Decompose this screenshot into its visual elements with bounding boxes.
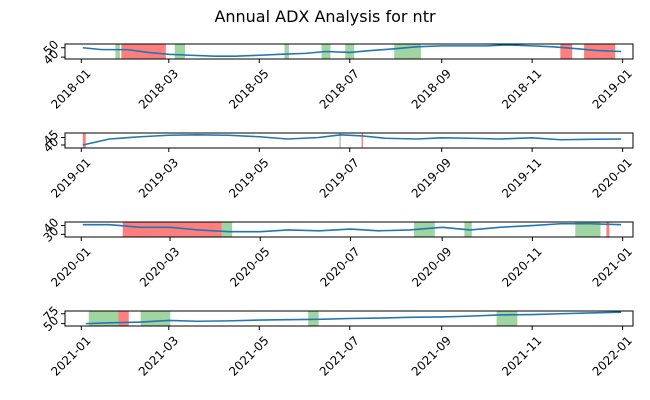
x-tick-label-2019-11: 2019-11 bbox=[499, 155, 544, 200]
bullish-band-2 bbox=[339, 133, 341, 148]
bearish-band-1 bbox=[82, 133, 86, 148]
x-tick-label-2021-11: 2021-11 bbox=[499, 333, 544, 378]
x-tick-label-2021-01: 2021-01 bbox=[48, 333, 93, 378]
x-tick-label-2018-07: 2018-07 bbox=[317, 66, 362, 111]
x-tick-label-2018-11: 2018-11 bbox=[499, 66, 544, 111]
x-tick-label-2019-05: 2019-05 bbox=[226, 155, 271, 200]
bullish-band-4 bbox=[284, 44, 289, 59]
x-tick-label-2019-09: 2019-09 bbox=[409, 155, 454, 200]
bullish-band-3 bbox=[140, 311, 171, 326]
x-tick-label-2021-03: 2021-03 bbox=[136, 333, 181, 378]
x-tick-label-2020-05: 2020-05 bbox=[227, 244, 272, 289]
bearish-band-1 bbox=[122, 222, 222, 237]
x-tick-label-2018-05: 2018-05 bbox=[226, 66, 271, 111]
x-tick-label-2021-05: 2021-05 bbox=[226, 333, 271, 378]
x-tick-label-2020-01: 2020-01 bbox=[590, 155, 635, 200]
axes-frame-2021 bbox=[64, 310, 634, 327]
bullish-band-4 bbox=[308, 311, 319, 326]
bullish-band-3 bbox=[174, 44, 186, 59]
bearish-band-9 bbox=[584, 44, 616, 59]
x-tick-label-2018-01: 2018-01 bbox=[48, 66, 93, 111]
bearish-band-2 bbox=[118, 311, 129, 326]
x-tick-label-2019-07: 2019-07 bbox=[317, 155, 362, 200]
x-tick-label-2021-07: 2021-07 bbox=[317, 333, 362, 378]
bearish-band-6 bbox=[606, 222, 610, 237]
bearish-band-8 bbox=[560, 44, 573, 59]
x-tick-label-2019-03: 2019-03 bbox=[136, 155, 181, 200]
chart-title: Annual ADX Analysis for ntr bbox=[214, 7, 436, 26]
x-tick-label-2021-09: 2021-09 bbox=[409, 333, 454, 378]
bullish-band-6 bbox=[345, 44, 355, 59]
bullish-band-1 bbox=[115, 44, 120, 59]
x-tick-label-2020-09: 2020-09 bbox=[409, 244, 454, 289]
axes-frame-2018 bbox=[64, 43, 634, 60]
axes-frame-2020 bbox=[64, 221, 634, 238]
x-tick-label-2020-11: 2020-11 bbox=[499, 244, 544, 289]
x-tick-label-2019-01: 2019-01 bbox=[590, 66, 635, 111]
bullish-band-5 bbox=[496, 311, 518, 326]
adx-line-2021 bbox=[85, 311, 622, 325]
x-tick-label-2018-09: 2018-09 bbox=[409, 66, 454, 111]
x-tick-label-2019-01: 2019-01 bbox=[48, 155, 93, 200]
bullish-band-5 bbox=[575, 222, 601, 237]
axes-frame-2019 bbox=[64, 132, 634, 149]
adx-line-2020 bbox=[82, 222, 622, 233]
adx-line-2018 bbox=[82, 44, 622, 57]
bearish-band-3 bbox=[361, 133, 364, 148]
x-tick-label-2020-01: 2020-01 bbox=[48, 244, 93, 289]
x-tick-label-2018-03: 2018-03 bbox=[136, 66, 181, 111]
x-tick-label-2021-01: 2021-01 bbox=[590, 244, 635, 289]
bullish-band-2 bbox=[221, 222, 233, 237]
x-tick-label-2020-07: 2020-07 bbox=[317, 244, 362, 289]
adx-line-2019 bbox=[82, 134, 622, 146]
x-tick-label-2020-03: 2020-03 bbox=[137, 244, 182, 289]
x-tick-label-2022-01: 2022-01 bbox=[590, 333, 635, 378]
